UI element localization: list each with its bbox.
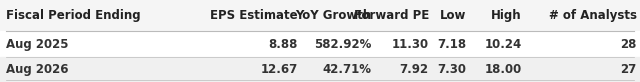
Bar — [0, 0, 640, 31]
Text: Forward PE: Forward PE — [353, 9, 429, 22]
Text: 7.92: 7.92 — [399, 63, 429, 76]
Text: 7.30: 7.30 — [437, 63, 466, 76]
Text: 18.00: 18.00 — [484, 63, 522, 76]
Text: Aug 2025: Aug 2025 — [6, 38, 69, 51]
Text: 582.92%: 582.92% — [314, 38, 371, 51]
Text: 10.24: 10.24 — [484, 38, 522, 51]
Text: High: High — [491, 9, 522, 22]
Text: Fiscal Period Ending: Fiscal Period Ending — [6, 9, 141, 22]
Text: 28: 28 — [620, 38, 637, 51]
Text: 42.71%: 42.71% — [322, 63, 371, 76]
Text: 27: 27 — [621, 63, 637, 76]
Text: Aug 2026: Aug 2026 — [6, 63, 69, 76]
Text: 7.18: 7.18 — [436, 38, 466, 51]
Text: Low: Low — [440, 9, 466, 22]
Bar — [0, 57, 640, 82]
Text: # of Analysts: # of Analysts — [548, 9, 637, 22]
Text: 11.30: 11.30 — [392, 38, 429, 51]
Text: 12.67: 12.67 — [260, 63, 298, 76]
Text: YoY Growth: YoY Growth — [295, 9, 371, 22]
Bar — [0, 31, 640, 57]
Text: EPS Estimate: EPS Estimate — [210, 9, 298, 22]
Text: 8.88: 8.88 — [268, 38, 298, 51]
